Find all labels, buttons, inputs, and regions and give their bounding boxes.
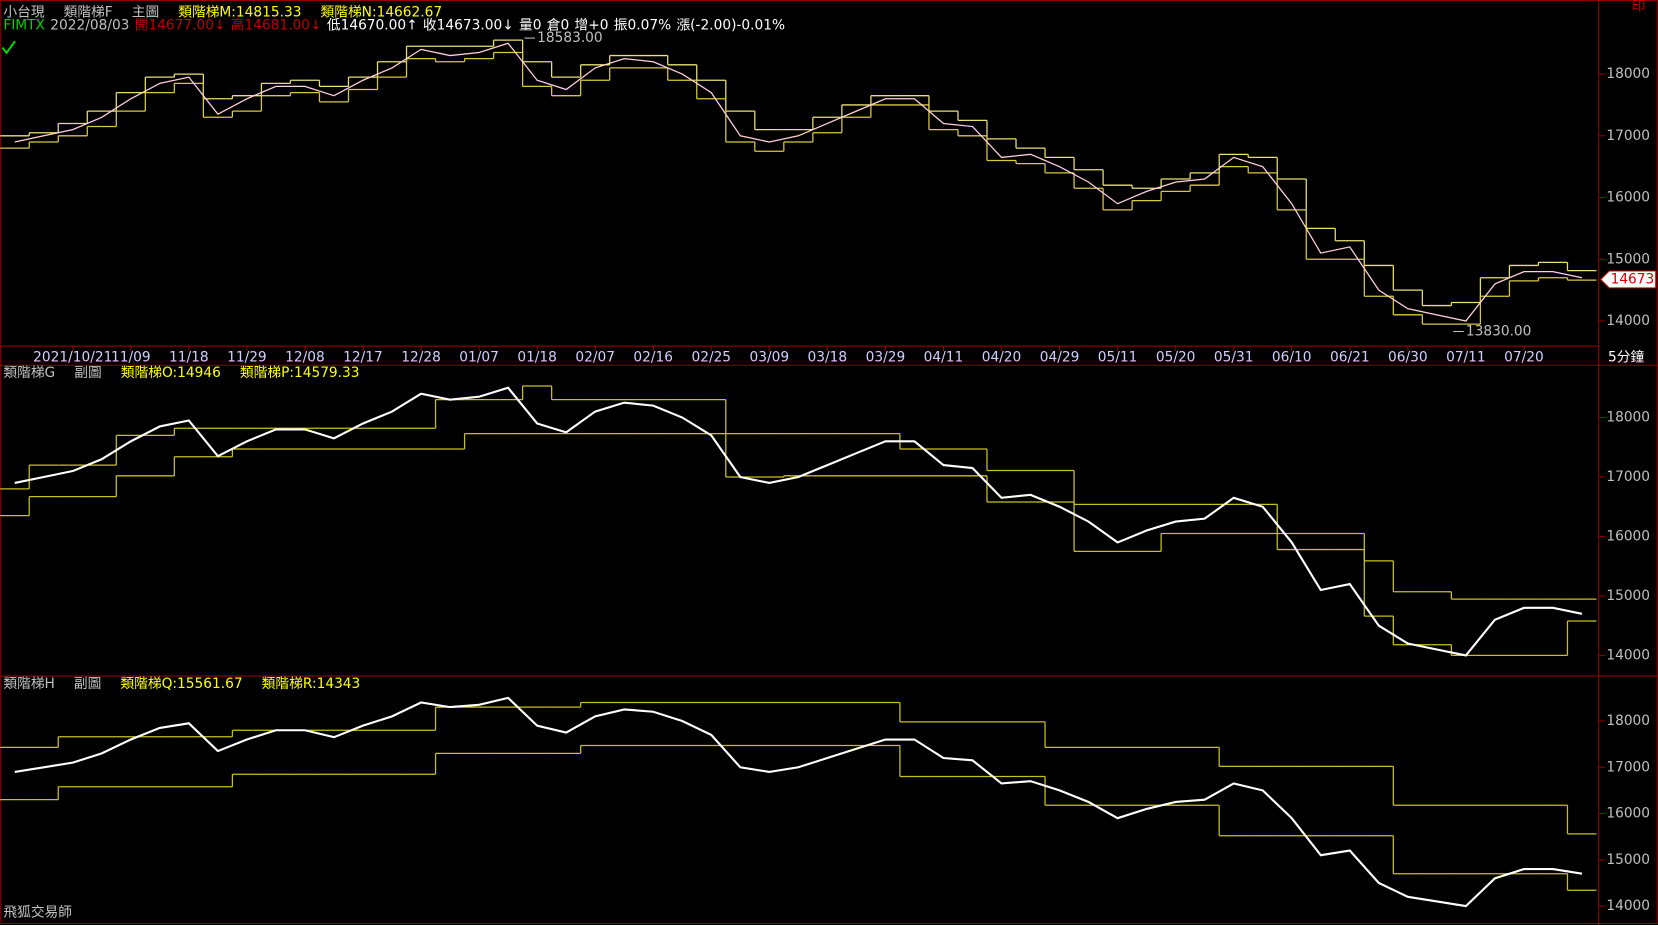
y-tick-label: 18000 bbox=[1606, 410, 1650, 426]
y-tick-label: 16000 bbox=[1606, 528, 1650, 544]
quote-item: 高14681.00↓ bbox=[231, 16, 322, 33]
y-tick-label: 16000 bbox=[1606, 806, 1650, 822]
indicator-name: 類階梯F bbox=[64, 5, 113, 21]
last-price-tag bbox=[1599, 270, 1657, 289]
y-tick-label: 17000 bbox=[1606, 759, 1650, 775]
x-tick-label: 07/20 bbox=[1504, 349, 1544, 365]
corner-label[interactable]: 印 bbox=[1632, 0, 1646, 14]
x-tick-label: 12/28 bbox=[401, 349, 441, 365]
quote-item: 增+0 bbox=[575, 17, 609, 33]
x-tick-label: 05/20 bbox=[1156, 349, 1196, 365]
y-tick-label: 18000 bbox=[1606, 713, 1650, 729]
x-tick-label: 02/07 bbox=[575, 349, 615, 365]
interval-label[interactable]: 5分鐘 bbox=[1608, 348, 1644, 365]
x-tick-label: 03/29 bbox=[866, 349, 906, 365]
quote-item: 2022/08/03 bbox=[50, 17, 129, 33]
x-tick-label: 06/21 bbox=[1330, 349, 1370, 365]
quote-item: 倉0 bbox=[547, 17, 569, 33]
y-tick-label: 14000 bbox=[1606, 898, 1650, 914]
quote-item: 量0 bbox=[519, 17, 541, 33]
x-tick-label: 12/08 bbox=[285, 349, 325, 365]
y-tick-label: 18000 bbox=[1606, 66, 1650, 82]
x-tick-label: 11/18 bbox=[169, 349, 209, 365]
x-tick-label: 11/29 bbox=[227, 349, 267, 365]
y-tick-label: 17000 bbox=[1606, 128, 1650, 144]
y-tick-label: 17000 bbox=[1606, 469, 1650, 485]
footer: 飛狐交易師 bbox=[3, 903, 72, 920]
x-tick-label: 04/29 bbox=[1040, 349, 1080, 365]
x-tick-label: 05/31 bbox=[1214, 349, 1254, 365]
price-line bbox=[14, 386, 1583, 657]
x-tick-label: 06/10 bbox=[1272, 349, 1312, 365]
quote-item: FIMTX bbox=[3, 17, 45, 33]
x-tick-label: 03/09 bbox=[750, 349, 790, 365]
legend-entry: 類階梯M:14815.33 bbox=[178, 5, 301, 21]
x-tick-label: 02/16 bbox=[633, 349, 673, 365]
y-tick-label: 15000 bbox=[1606, 588, 1650, 604]
legend-entry: 類階梯Q:15561.67 bbox=[120, 676, 242, 692]
indicator-name: 類階梯G bbox=[3, 365, 55, 381]
pane-label: 主圖 bbox=[132, 5, 159, 21]
quote-item: 漲(-2.00)-0.01% bbox=[676, 17, 785, 33]
indicator-name: 類階梯H bbox=[3, 676, 55, 692]
last-price-label: 14673 bbox=[1611, 271, 1655, 287]
price-line bbox=[14, 696, 1583, 908]
annotation-label: 13830.00 bbox=[1466, 323, 1532, 339]
x-tick-label: 06/30 bbox=[1388, 349, 1428, 365]
x-tick-label: 01/07 bbox=[459, 349, 499, 365]
quote-item: 收14673.00↓ bbox=[423, 17, 514, 33]
x-tick-label: 04/20 bbox=[982, 349, 1022, 365]
x-tick-label: 2021/10/21 bbox=[33, 349, 112, 365]
x-tick-label: 04/11 bbox=[924, 349, 964, 365]
x-tick-label: 03/18 bbox=[808, 349, 848, 365]
x-tick-label: 12/17 bbox=[343, 349, 383, 365]
legend-entry: 類階梯P:14579.33 bbox=[240, 365, 360, 381]
legend-entry: 類階梯R:14343 bbox=[262, 676, 361, 692]
quote-item: 低14670.00↑ bbox=[327, 17, 418, 33]
x-tick-label: 05/11 bbox=[1098, 349, 1138, 365]
annotation-label: 18583.00 bbox=[537, 30, 603, 46]
quote-item: 振0.07% bbox=[614, 17, 671, 33]
title: 小台現 bbox=[3, 5, 44, 21]
check-icon bbox=[1, 40, 16, 55]
y-tick-label: 14000 bbox=[1606, 647, 1650, 663]
quote-item: 開14677.00↓ bbox=[135, 17, 226, 33]
pane-label: 副圖 bbox=[74, 676, 101, 692]
x-tick-label: 01/18 bbox=[517, 349, 557, 365]
y-tick-label: 15000 bbox=[1606, 251, 1650, 267]
x-tick-label: 02/25 bbox=[691, 349, 731, 365]
pane-label: 副圖 bbox=[74, 365, 101, 381]
y-tick-label: 16000 bbox=[1606, 190, 1650, 206]
x-tick-label: 07/11 bbox=[1446, 349, 1486, 365]
price-line bbox=[14, 42, 1583, 322]
legend-entry: 類階梯N:14662.67 bbox=[320, 5, 442, 21]
x-tick-label: 11/09 bbox=[111, 349, 151, 365]
legend-entry: 類階梯O:14946 bbox=[121, 365, 221, 381]
y-tick-label: 14000 bbox=[1606, 313, 1650, 329]
y-tick-label: 15000 bbox=[1606, 852, 1650, 868]
